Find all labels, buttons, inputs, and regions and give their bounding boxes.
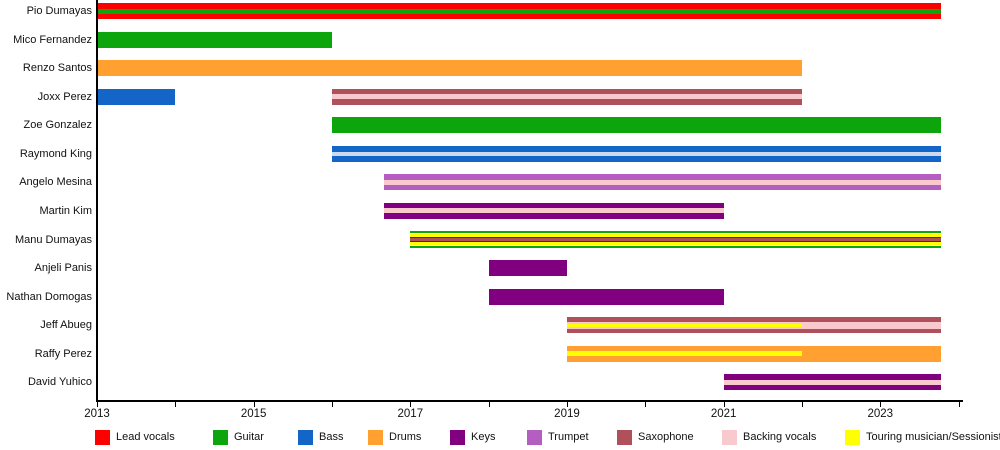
axis-tick-label-2019: 2019 [554, 408, 580, 420]
member-label-manu-dumayas: Manu Dumayas [14, 233, 92, 246]
legend-label-keys: Keys [471, 431, 496, 443]
legend-swatch-backing-vocals [722, 430, 737, 445]
timeline-bar-manu-dumayas-saxophone [410, 238, 942, 242]
axis-tick-2021 [723, 401, 725, 407]
timeline-bar-joxx-perez-backing-vocals [331, 94, 802, 100]
axis-tick-label-2021: 2021 [710, 408, 737, 420]
axis-tick-label-2023: 2023 [867, 408, 894, 420]
member-label-raymond-king: Raymond King [19, 147, 92, 160]
axis-tick-2022 [801, 401, 803, 407]
y-axis-line [96, 0, 98, 401]
member-label-jeff-abueg: Jeff Abueg [40, 319, 92, 332]
legend-swatch-keys [450, 430, 465, 445]
member-label-david-yuhico: David Yuhico [27, 376, 92, 389]
timeline-bar-zoe-gonzalez-guitar [331, 117, 942, 134]
legend-label-drums: Drums [389, 431, 422, 443]
member-label-martin-kim: Martin Kim [39, 204, 92, 217]
member-label-joxx-perez: Joxx Perez [37, 90, 92, 103]
legend-label-backing-vocals: Backing vocals [743, 431, 817, 443]
axis-tick-2014 [175, 401, 177, 407]
axis-tick-2016 [331, 401, 333, 407]
timeline-bar-angelo-mesina-backing-vocals [384, 179, 942, 185]
x-axis-line [96, 400, 963, 402]
axis-tick-2013 [97, 401, 98, 407]
axis-tick-2023 [880, 401, 882, 407]
timeline-bar-raffy-perez-touring-musician-sessionist [566, 351, 802, 357]
legend-swatch-bass [298, 430, 313, 445]
member-label-angelo-mesina: Angelo Mesina [19, 176, 92, 189]
timeline-bar-pio-dumayas-guitar [97, 8, 942, 14]
timeline-bar-nathan-domogas-keys [488, 288, 724, 305]
timeline-bar-renzo-santos-drums [97, 60, 802, 77]
axis-tick-label-2013: 2013 [84, 408, 110, 420]
legend-label-saxophone: Saxophone [638, 431, 694, 443]
axis-tick-2019 [566, 401, 568, 407]
legend-swatch-touring-musician-sessionist [845, 430, 860, 445]
axis-tick-label-2015: 2015 [240, 408, 267, 420]
member-label-raffy-perez: Raffy Perez [34, 347, 92, 360]
legend-label-touring-musician-sessionist: Touring musician/Sessionist [866, 431, 1000, 443]
legend-swatch-guitar [213, 430, 228, 445]
legend-swatch-drums [368, 430, 383, 445]
member-label-pio-dumayas: Pio Dumayas [26, 5, 92, 17]
legend-swatch-saxophone [617, 430, 632, 445]
legend: Lead vocals Guitar Bass Drums Keys Trumpet Sax… [0, 428, 1000, 450]
timeline-bar-david-yuhico-backing-vocals [723, 379, 942, 385]
legend-label-lead-vocals: Lead vocals [116, 431, 175, 443]
timeline-bar-mico-fernandez-guitar [97, 31, 332, 48]
axis-tick-2017 [410, 401, 412, 407]
member-label-nathan-domogas: Nathan Domogas [6, 290, 92, 303]
timeline-bar-raymond-king-backing-vocals [331, 151, 942, 156]
member-label-zoe-gonzalez: Zoe Gonzalez [23, 119, 92, 132]
axis-tick-2020 [645, 401, 647, 407]
legend-swatch-trumpet [527, 430, 542, 445]
timeline-bar-martin-kim-backing-vocals [384, 208, 724, 214]
axis-tick-2018 [488, 401, 490, 407]
member-label-anjeli-panis: Anjeli Panis [34, 262, 92, 275]
timeline-bar-anjeli-panis-keys [488, 260, 567, 277]
timeline-bar-joxx-perez-bass [97, 88, 176, 105]
member-label-mico-fernandez: Mico Fernandez [13, 33, 92, 46]
axis-tick-2024 [958, 401, 960, 407]
legend-label-bass: Bass [319, 431, 344, 443]
timeline-bar-jeff-abueg-touring-musician-sessionist [566, 323, 802, 327]
legend-label-guitar: Guitar [234, 431, 264, 443]
member-label-renzo-santos: Renzo Santos [22, 62, 92, 75]
axis-tick-label-2017: 2017 [397, 408, 424, 420]
legend-swatch-lead-vocals [95, 430, 110, 445]
axis-tick-2015 [253, 401, 255, 407]
legend-label-trumpet: Trumpet [548, 431, 589, 443]
